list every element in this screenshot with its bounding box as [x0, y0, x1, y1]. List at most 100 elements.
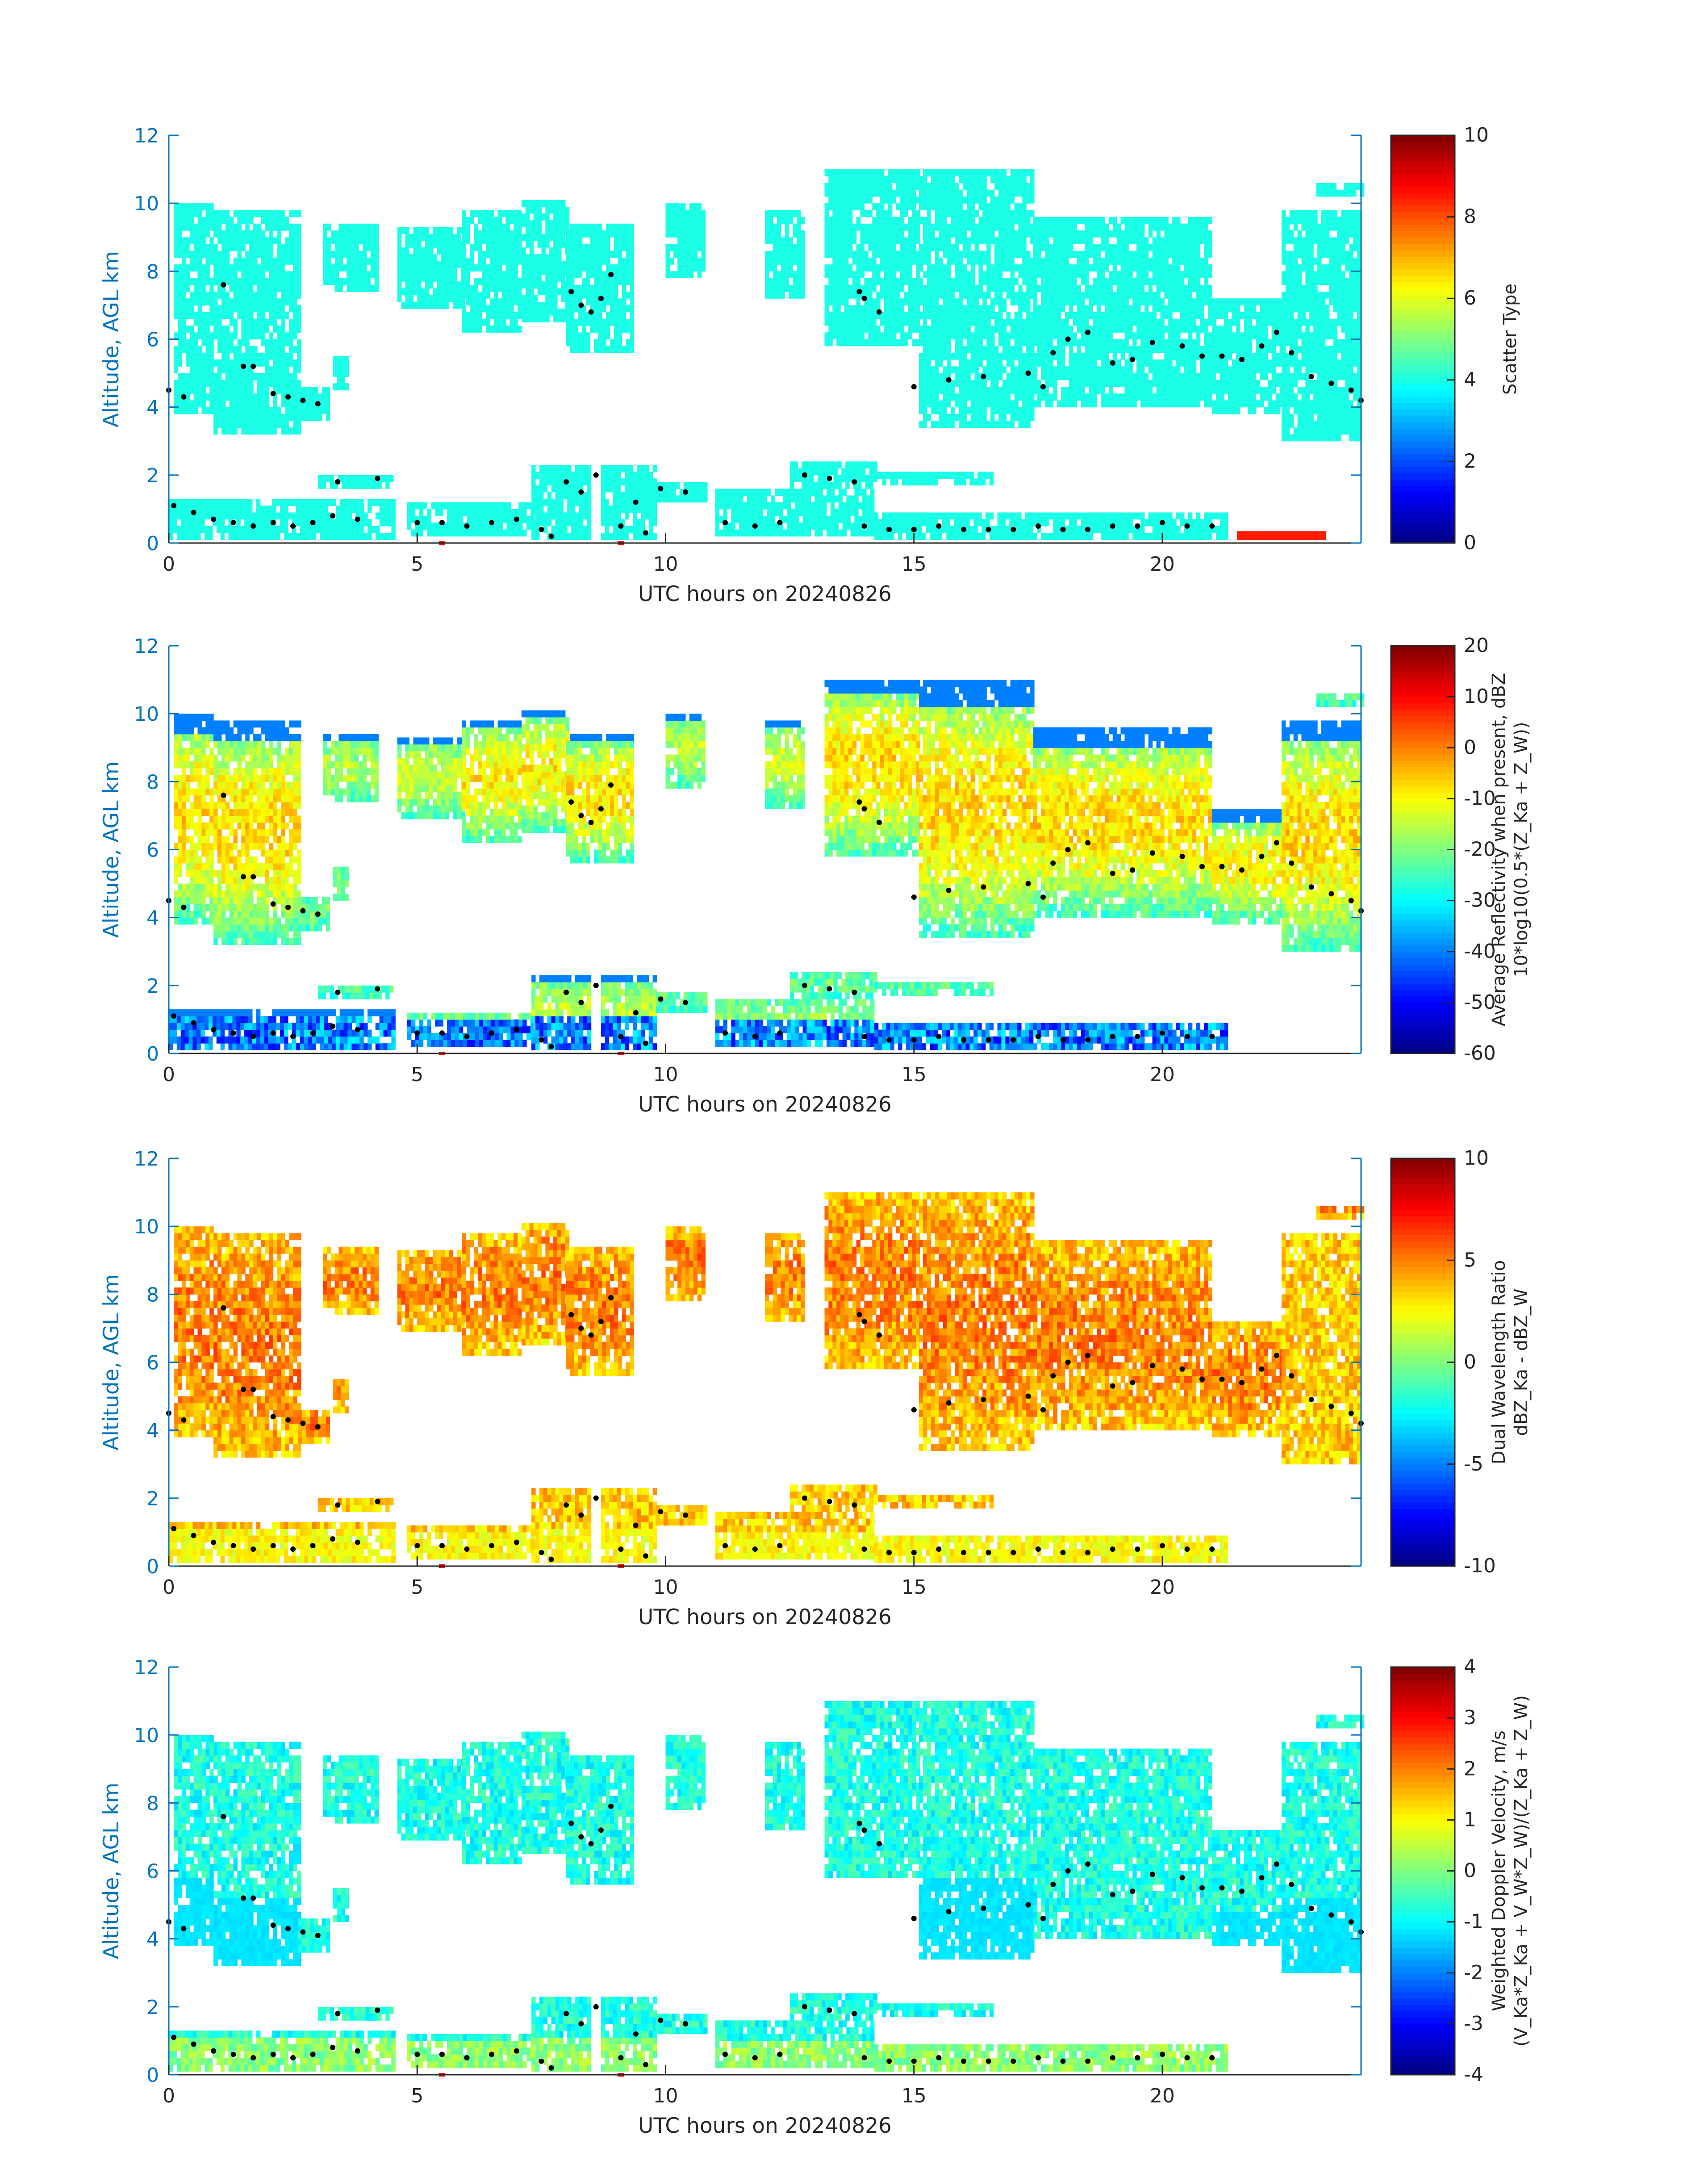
data-cell — [213, 244, 218, 251]
data-cell — [602, 346, 606, 353]
data-cell — [666, 244, 670, 251]
data-cell — [178, 237, 182, 244]
data-cell — [967, 366, 971, 373]
data-cell — [178, 407, 182, 414]
data-cell — [230, 332, 234, 339]
data-cell — [955, 251, 959, 258]
data-cell — [522, 247, 526, 255]
data-cell — [441, 281, 446, 288]
data-cell — [230, 407, 234, 414]
data-cell — [478, 217, 482, 224]
data-cell — [916, 305, 920, 312]
data-cell — [1022, 278, 1027, 285]
data-cell — [230, 285, 234, 292]
data-cell — [1015, 230, 1019, 238]
data-cell — [590, 271, 594, 278]
data-cell — [828, 244, 833, 251]
data-cell — [1026, 353, 1031, 360]
data-cell — [828, 237, 833, 244]
data-cell — [557, 261, 562, 268]
data-cell — [190, 387, 194, 394]
data-cell — [582, 258, 587, 265]
data-cell — [864, 305, 869, 312]
data-cell — [896, 292, 901, 299]
data-cell — [789, 285, 793, 292]
data-cell — [622, 285, 626, 292]
data-cell — [614, 292, 618, 299]
data-cell — [209, 237, 214, 244]
data-cell — [856, 169, 861, 176]
data-cell — [971, 353, 975, 360]
data-cell — [856, 298, 861, 305]
data-cell — [689, 244, 694, 251]
data-cell — [610, 346, 614, 353]
data-cell — [249, 427, 254, 435]
data-cell — [265, 224, 270, 231]
data-cell — [622, 258, 626, 265]
data-cell — [190, 326, 194, 333]
data-cell — [673, 203, 678, 210]
data-cell — [975, 401, 979, 408]
data-cell — [249, 258, 254, 265]
data-cell — [943, 326, 947, 333]
data-cell — [570, 264, 575, 272]
data-cell — [951, 217, 955, 224]
data-cell — [405, 295, 410, 302]
data-cell — [880, 224, 885, 231]
data-cell — [530, 268, 534, 275]
data-cell — [486, 319, 490, 326]
data-cell — [908, 271, 912, 278]
data-cell — [876, 298, 881, 305]
data-cell — [482, 305, 486, 312]
data-cell — [355, 251, 359, 258]
data-cell — [797, 258, 801, 265]
data-cell — [194, 244, 198, 251]
data-cell — [281, 251, 285, 258]
data-cell — [888, 264, 893, 272]
data-cell — [201, 319, 206, 326]
data-cell — [998, 258, 1003, 265]
data-cell — [935, 319, 940, 326]
data-cell — [975, 237, 979, 244]
data-cell — [864, 319, 869, 326]
data-cell — [939, 203, 943, 210]
data-cell — [923, 258, 927, 265]
data-cell — [912, 169, 916, 176]
data-cell — [1030, 414, 1035, 421]
data-cell — [449, 281, 454, 288]
data-cell — [673, 230, 678, 238]
data-cell — [998, 305, 1003, 312]
data-cell — [337, 356, 341, 364]
data-cell — [347, 271, 351, 278]
data-cell — [978, 237, 983, 244]
data-cell — [963, 251, 967, 258]
data-cell — [226, 353, 230, 360]
data-cell — [836, 332, 841, 339]
data-cell — [226, 224, 230, 231]
data-cell — [297, 339, 301, 347]
data-cell — [892, 224, 897, 231]
data-cell — [1022, 401, 1027, 408]
data-cell — [201, 312, 206, 319]
data-cell — [509, 210, 514, 217]
data-cell — [955, 244, 959, 251]
data-cell — [848, 230, 853, 238]
data-cell — [582, 326, 587, 333]
data-cell — [293, 244, 297, 251]
data-cell — [912, 339, 916, 347]
data-cell — [971, 292, 975, 299]
data-cell — [677, 237, 682, 244]
data-cell — [990, 393, 995, 401]
data-cell — [955, 271, 959, 278]
data-cell — [363, 264, 367, 272]
data-cell — [249, 244, 254, 251]
data-cell — [598, 332, 602, 339]
data-cell — [1002, 421, 1007, 428]
data-cell — [669, 244, 674, 251]
data-cell — [614, 332, 618, 339]
data-cell — [959, 305, 963, 312]
data-cell — [417, 247, 422, 255]
data-cell — [602, 258, 606, 265]
data-cell — [998, 190, 1003, 197]
data-cell — [848, 312, 853, 319]
